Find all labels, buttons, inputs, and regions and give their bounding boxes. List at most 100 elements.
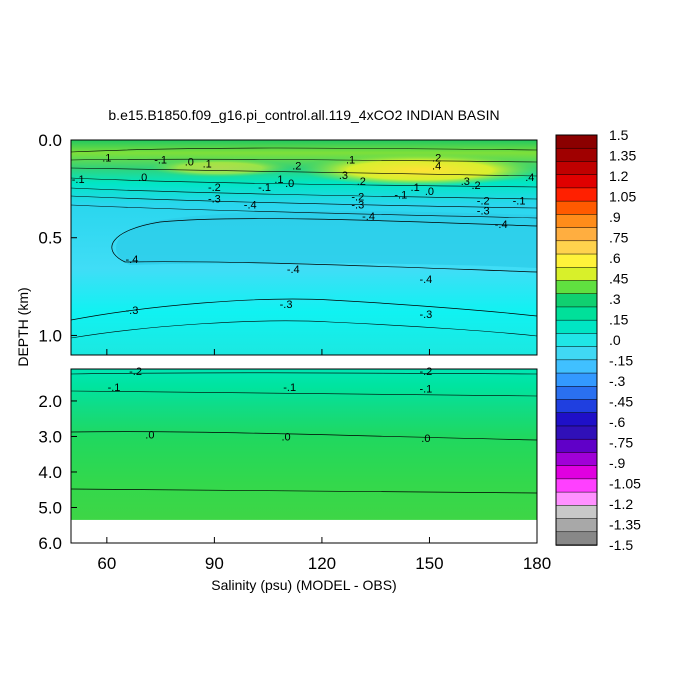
upper-panel: -.1.1 -.1.0.0.1-.2-.3 -.4-.1.1.0.2.3.1.2-.… (70, 139, 538, 356)
contour-label: .1 (203, 158, 212, 170)
colorbar-swatch (555, 518, 598, 533)
upper-panel-frame (70, 139, 538, 356)
contour-line (71, 147, 537, 153)
colorbar-swatch (555, 306, 598, 321)
colorbar-label: -.45 (609, 394, 633, 410)
colorbar-swatch (555, 491, 598, 507)
contour-label: -.2 (419, 366, 432, 378)
colorbar-swatch (555, 478, 598, 493)
upper-contour-labels: -.1.1 -.1.0.0.1-.2-.3 -.4-.1.1.0.2.3.1.2-.… (72, 153, 535, 321)
colorbar-swatch (555, 147, 598, 163)
contour-label: .4 (432, 160, 441, 172)
contour-label: -.2 (351, 192, 364, 204)
colorbar-label: 1.5 (609, 127, 629, 143)
contour-label: -.4 (495, 219, 508, 231)
y-tick-label: 2.0 (38, 392, 62, 411)
y-tick-label: 1.0 (38, 326, 62, 345)
contour-label: -.3 (419, 309, 432, 321)
colorbar-label: 1.05 (609, 189, 636, 205)
colorbar-swatch (555, 227, 598, 242)
warm-salinity-core (300, 154, 537, 186)
colorbar-swatch (555, 240, 598, 255)
colorbar-swatch (555, 531, 598, 546)
colorbar-swatch (555, 465, 598, 480)
colorbar-swatch (555, 187, 598, 202)
y-tick-label: 4.0 (38, 463, 62, 482)
colorbar-swatch (555, 438, 598, 454)
y-tick-label: 6.0 (38, 534, 62, 553)
contour-label: -.1 (283, 382, 296, 394)
y-tick-label: 3.0 (38, 427, 62, 446)
contour-line-minus-04 (111, 218, 537, 273)
x-tick-label: 150 (415, 554, 443, 573)
colorbar-swatch (555, 174, 598, 189)
contour-label: .1 (346, 155, 355, 167)
colorbar-label: -.9 (609, 455, 626, 471)
colorbar-swatch (555, 399, 598, 414)
contour-line-minus-03 (71, 298, 537, 321)
colorbar-swatch (555, 161, 598, 176)
contour-label: -.4 (362, 211, 375, 223)
colorbar-swatch (555, 505, 598, 520)
colorbar-label: -.75 (609, 435, 633, 451)
lower-panel-frame (70, 368, 538, 544)
colorbar-swatch (555, 333, 598, 348)
contour-label: .1 (102, 153, 111, 165)
y-axis-ticks-upper: 0.0 0.5 1.0 (38, 131, 77, 345)
contour-label: -.3 (351, 200, 364, 212)
contour-label: -.4 (287, 264, 300, 276)
contour-label: .2 (432, 153, 441, 165)
colorbar-label: .15 (609, 312, 629, 328)
colorbar-label: -.15 (609, 353, 633, 369)
contour-line (71, 204, 537, 219)
contour-label: -.1 (419, 384, 432, 396)
colorbar-swatch (555, 452, 598, 467)
y-tick-label: 5.0 (38, 498, 62, 517)
contour-label: -.3 (280, 299, 293, 311)
colorbar-label: -1.35 (609, 517, 641, 533)
colorbar-swatch (555, 319, 598, 335)
y-tick-label: 0.0 (38, 131, 62, 150)
colorbar-label: -.3 (609, 373, 626, 389)
contour-label: .4 (525, 172, 534, 184)
contour-label: .2 (471, 180, 480, 192)
warm-salinity-core-west (150, 159, 290, 177)
colorbar-label: .45 (609, 271, 629, 287)
colorbar-swatch (555, 359, 598, 374)
contour-label: -.3 (208, 194, 221, 206)
colorbar-swatch (555, 214, 598, 229)
chart-title: b.e15.B1850.f09_g16.pi_control.all.119_4… (108, 107, 499, 123)
fresh-tongue (116, 211, 537, 268)
colorbar-swatch (555, 253, 598, 269)
colorbar-label: -1.2 (609, 496, 633, 512)
colorbar-label: 1.35 (609, 148, 636, 164)
colorbar-swatch (555, 372, 598, 388)
contour-line (71, 177, 537, 188)
colorbar-label: 1.2 (609, 168, 629, 184)
contour-label: -.1 (513, 196, 526, 208)
lower-panel-field (71, 369, 537, 521)
colorbar-swatch (555, 200, 598, 216)
contour-label: -.4 (244, 200, 257, 212)
colorbar: 1.5 1.35 1.2 1.05 .9 .75 .6 .45 .3 .15 .0 -.15 -.3 -.… (555, 127, 641, 553)
colorbar-label: .3 (609, 291, 621, 307)
contour-label: .0 (145, 430, 154, 442)
contour-label: .0 (138, 172, 147, 184)
contour-line-minus-01 (71, 390, 537, 397)
contour-label: .2 (357, 176, 366, 188)
contour-label: .0 (425, 186, 434, 198)
colorbar-label: .6 (609, 250, 621, 266)
contour-label: -.2 (477, 196, 490, 208)
contour-label: .1 (411, 182, 420, 194)
contour-line (71, 187, 537, 200)
contour-line (71, 320, 537, 339)
contour-label: .3 (339, 170, 348, 182)
contour-label: .3 (461, 176, 470, 188)
x-tick-label: 120 (308, 554, 336, 573)
colorbar-label: -.6 (609, 414, 626, 430)
x-axis-ticks: 60 90 120 150 180 (97, 349, 551, 573)
y-axis-label: DEPTH (km) (15, 287, 31, 366)
contour-label: .0 (281, 431, 290, 443)
colorbar-swatch (555, 280, 598, 295)
